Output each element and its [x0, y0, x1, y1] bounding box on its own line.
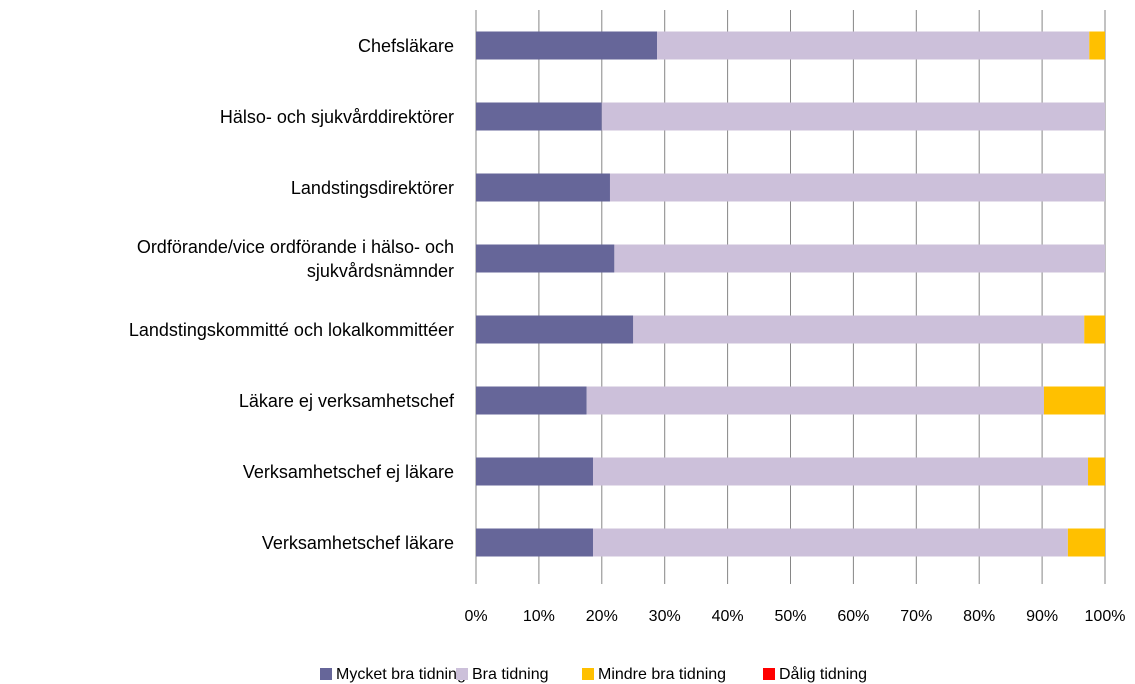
bar-segment: [601, 102, 1105, 131]
category-label: Chefsläkare: [357, 35, 454, 56]
category-label: Ordförande/vice ordförande i hälso- och …: [136, 236, 454, 281]
bar-segment: [592, 528, 1068, 557]
category-label: Landstingsdirektörer: [290, 177, 454, 198]
legend-label: Bra tidning: [472, 666, 549, 683]
x-tick-label: 100%: [1085, 608, 1126, 625]
category-label: Hälso- och sjukvårddirektörer: [219, 106, 454, 127]
bar-segment: [633, 315, 1085, 344]
bar-segment: [476, 386, 587, 415]
bar-segment: [586, 386, 1044, 415]
category-label: Landstingskommitté och lokalkommittéer: [128, 319, 454, 340]
x-tick-label: 40%: [712, 608, 744, 625]
bar-segment: [1043, 386, 1105, 415]
bar-segment: [614, 244, 1105, 273]
category-label: Verksamhetschef ej läkare: [242, 461, 454, 482]
legend-swatch: [763, 668, 775, 680]
legend-label: Mycket bra tidning: [336, 666, 466, 683]
bar-segment: [609, 173, 1105, 202]
x-tick-label: 10%: [523, 608, 555, 625]
x-tick-label: 20%: [586, 608, 618, 625]
category-label: Verksamhetschef läkare: [261, 532, 454, 553]
bar-segment: [476, 528, 593, 557]
bar-segment: [476, 102, 602, 131]
x-tick-label: 30%: [649, 608, 681, 625]
x-tick-label: 60%: [837, 608, 869, 625]
bar-segment: [1067, 528, 1105, 557]
bar-segment: [476, 244, 615, 273]
x-tick-label: 0%: [464, 608, 487, 625]
legend-label: Mindre bra tidning: [598, 666, 726, 683]
category-label: Läkare ej verksamhetschef: [238, 390, 454, 411]
legend-swatch: [320, 668, 332, 680]
bar-segment: [476, 31, 658, 60]
x-tick-label: 80%: [963, 608, 995, 625]
x-tick-label: 50%: [774, 608, 806, 625]
x-tick-label: 90%: [1026, 608, 1058, 625]
bar-segment: [1089, 31, 1105, 60]
bar-segment: [476, 457, 593, 486]
bar-segment: [657, 31, 1090, 60]
bar-segment: [476, 173, 610, 202]
legend-label: Dålig tidning: [779, 665, 867, 683]
bar-segment: [592, 457, 1089, 486]
x-tick-label: 70%: [900, 608, 932, 625]
legend-swatch: [456, 668, 468, 680]
bar-segment: [1084, 315, 1105, 344]
legend-swatch: [582, 668, 594, 680]
bar-segment: [476, 315, 634, 344]
bar-segment: [1088, 457, 1105, 486]
